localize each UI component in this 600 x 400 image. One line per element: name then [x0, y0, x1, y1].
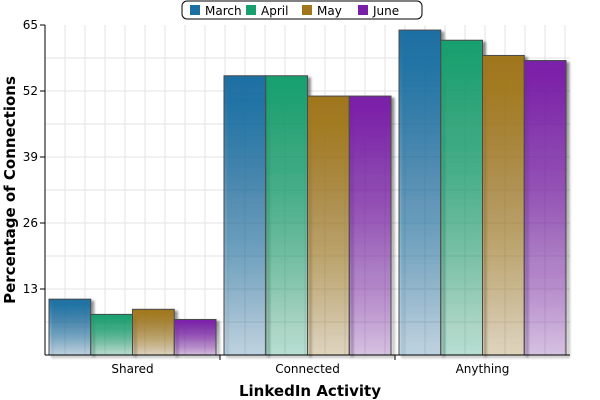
legend-swatch-june — [358, 5, 368, 15]
bar-shared-april — [90, 313, 133, 356]
x-axis-title: LinkedIn Activity — [239, 382, 381, 400]
y-tick-label-52: 52 — [23, 84, 38, 98]
legend-label-april: April — [261, 4, 288, 18]
bar-anything-may — [482, 54, 525, 356]
y-tick-label-39: 39 — [23, 150, 38, 164]
x-tick-label-shared: Shared — [111, 362, 153, 376]
bar-connected-april — [265, 75, 308, 356]
x-tick-label-anything: Anything — [456, 362, 510, 376]
y-tick-label-65: 65 — [23, 18, 38, 32]
y-tick-label-13: 13 — [23, 282, 38, 296]
x-tick-label-connected: Connected — [275, 362, 340, 376]
bars — [48, 29, 567, 356]
legend-label-march: March — [205, 4, 242, 18]
bar-connected-march — [223, 75, 267, 356]
legend-label-june: June — [372, 4, 399, 18]
tick-labels: Shared Connected Anything 13 26 39 52 65 — [23, 18, 510, 376]
y-axis-title: Percentage of Connections — [1, 76, 19, 304]
y-tick-label-26: 26 — [23, 216, 38, 230]
legend-swatch-may — [302, 5, 312, 15]
bar-anything-march — [398, 29, 442, 356]
bar-shared-may — [132, 308, 175, 356]
bar-anything-april — [440, 39, 483, 356]
legend: March April May June — [181, 0, 423, 20]
legend-swatch-march — [190, 5, 200, 15]
bar-shared-march — [48, 298, 92, 356]
legend-swatch-april — [246, 5, 256, 15]
bar-connected-may — [307, 95, 350, 356]
axes — [40, 24, 570, 360]
legend-label-may: May — [317, 4, 342, 18]
bar-connected-june — [348, 95, 392, 356]
bar-shared-june — [173, 318, 217, 356]
bar-anything-june — [523, 60, 567, 356]
